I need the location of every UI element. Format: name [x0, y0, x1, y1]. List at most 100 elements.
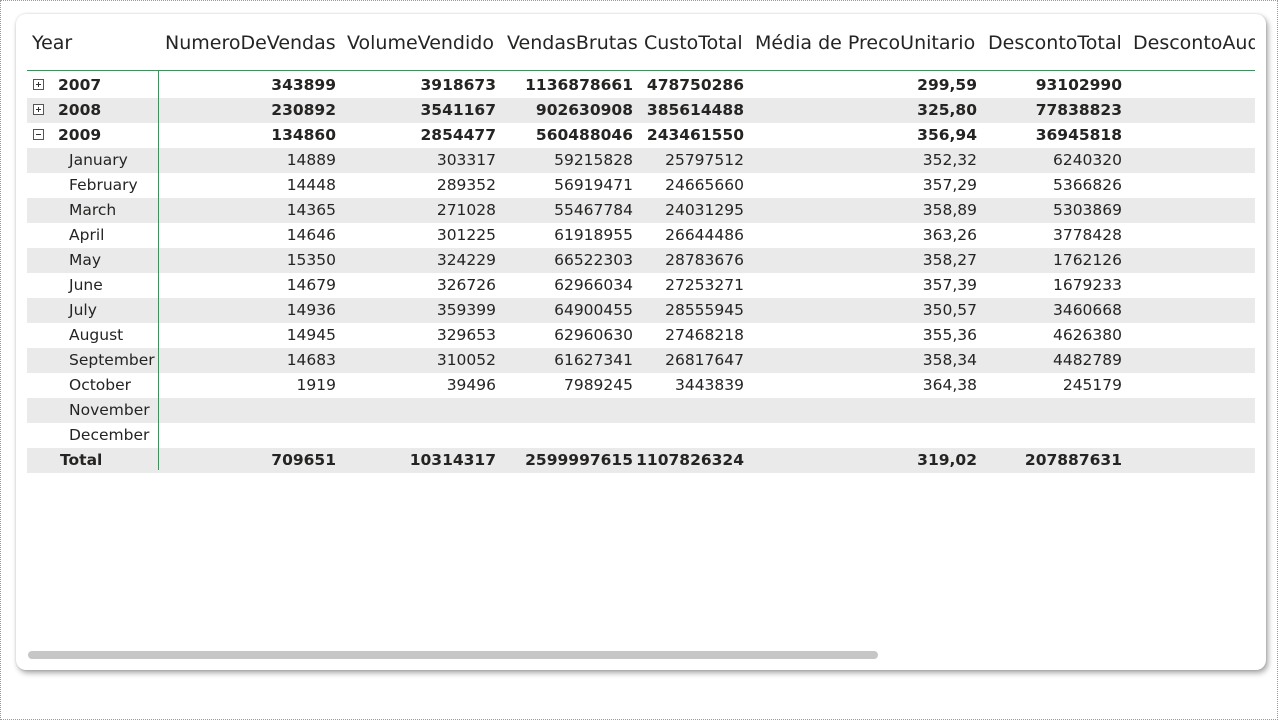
cell-volume: 271028 — [436, 201, 496, 219]
row-label: 2007 — [58, 76, 102, 94]
month-row: March 14365 271028 55467784 24031295 358,89 53… — [27, 198, 1255, 223]
cell-volume: 10314317 — [409, 451, 496, 469]
cell-brutas: 56919471 — [554, 176, 633, 194]
month-row: December — [27, 423, 1255, 448]
total-row: Total 709651 10314317 2599997615 1107826324 3… — [27, 448, 1255, 473]
cell-numero: 709651 — [271, 451, 336, 469]
cell-desconto: 4626380 — [1052, 326, 1122, 344]
cell-desconto: 36945818 — [1035, 126, 1122, 144]
cell-media: 325,80 — [917, 101, 977, 119]
month-row: October 1919 39496 7989245 3443839 364,38 2451… — [27, 373, 1255, 398]
expand-icon[interactable] — [33, 104, 44, 115]
collapse-icon[interactable] — [33, 129, 44, 140]
row-label: August — [69, 326, 124, 344]
cell-brutas: 62966034 — [554, 276, 633, 294]
cell-numero: 14936 — [286, 301, 336, 319]
cell-numero: 14679 — [286, 276, 336, 294]
cell-media: 358,27 — [922, 251, 977, 269]
cell-numero: 14889 — [286, 151, 336, 169]
cell-media: 357,29 — [922, 176, 977, 194]
row-label: November — [69, 401, 150, 419]
matrix-visual[interactable]: Year NumeroDeVendas VolumeVendido Vendas… — [16, 14, 1266, 670]
header-year[interactable]: Year — [32, 32, 73, 54]
month-row: April 14646 301225 61918955 26644486 363,26 37… — [27, 223, 1255, 248]
cell-volume: 2854477 — [420, 126, 497, 144]
cell-custo: 25797512 — [665, 151, 744, 169]
cell-brutas: 62960630 — [554, 326, 633, 344]
header-desconto-aud[interactable]: DescontoAud — [1133, 32, 1255, 54]
row-label: 2008 — [58, 101, 102, 119]
cell-numero: 15350 — [286, 251, 336, 269]
month-row: June 14679 326726 62966034 27253271 357,39 167… — [27, 273, 1255, 298]
header-media-preco-unitario[interactable]: Média de PrecoUnitario — [755, 32, 976, 54]
cell-desconto: 3460668 — [1052, 301, 1122, 319]
month-row: September 14683 310052 61627341 26817647 358,… — [27, 348, 1255, 373]
header-custo-total[interactable]: CustoTotal — [644, 32, 743, 54]
header-numero-de-vendas[interactable]: NumeroDeVendas — [165, 32, 336, 54]
row-label: April — [69, 226, 105, 244]
column-header-row: Year NumeroDeVendas VolumeVendido Vendas… — [27, 14, 1255, 71]
year-row: 2008 230892 3541167 902630908 385614488 325,8… — [27, 98, 1255, 123]
cell-brutas: 1136878661 — [525, 76, 633, 94]
cell-custo: 26817647 — [665, 351, 744, 369]
expand-icon[interactable] — [33, 79, 44, 90]
cell-desconto: 1762126 — [1052, 251, 1122, 269]
cell-custo: 27253271 — [665, 276, 744, 294]
cell-desconto: 4482789 — [1052, 351, 1122, 369]
cell-media: 357,39 — [922, 276, 977, 294]
cell-custo: 28783676 — [665, 251, 744, 269]
month-row: August 14945 329653 62960630 27468218 355,36 4… — [27, 323, 1255, 348]
year-row: 2009 134860 2854477 560488046 243461550 356,9… — [27, 123, 1255, 148]
row-label: December — [69, 426, 150, 444]
cell-custo: 1107826324 — [636, 451, 744, 469]
month-row: July 14936 359399 64900455 28555945 350,57 346… — [27, 298, 1255, 323]
cell-numero: 14448 — [286, 176, 336, 194]
cell-volume: 3541167 — [420, 101, 497, 119]
cell-brutas: 902630908 — [535, 101, 633, 119]
cell-custo: 28555945 — [665, 301, 744, 319]
cell-numero: 14945 — [286, 326, 336, 344]
cell-numero: 1919 — [296, 376, 336, 394]
row-label: October — [69, 376, 132, 394]
row-label: Total — [60, 451, 103, 469]
cell-desconto: 77838823 — [1035, 101, 1122, 119]
cell-brutas: 64900455 — [554, 301, 633, 319]
month-row: February 14448 289352 56919471 24665660 357,2… — [27, 173, 1255, 198]
cell-brutas: 59215828 — [554, 151, 633, 169]
month-row: November — [27, 398, 1255, 423]
row-label: May — [69, 251, 102, 269]
cell-volume: 301225 — [436, 226, 496, 244]
cell-numero: 14646 — [286, 226, 336, 244]
cell-media: 352,32 — [922, 151, 977, 169]
cell-volume: 303317 — [436, 151, 496, 169]
header-desconto-total[interactable]: DescontoTotal — [988, 32, 1122, 54]
cell-volume: 359399 — [436, 301, 496, 319]
cell-media: 363,26 — [922, 226, 977, 244]
cell-desconto: 5303869 — [1052, 201, 1122, 219]
cell-brutas: 61627341 — [554, 351, 633, 369]
cell-media: 299,59 — [917, 76, 977, 94]
header-volume-vendido[interactable]: VolumeVendido — [347, 32, 494, 54]
cell-custo: 3443839 — [674, 376, 744, 394]
cell-desconto: 1679233 — [1052, 276, 1122, 294]
cell-custo: 24665660 — [665, 176, 744, 194]
cell-media: 355,36 — [922, 326, 977, 344]
cell-media: 356,94 — [917, 126, 977, 144]
row-label: September — [69, 351, 155, 369]
cell-volume: 326726 — [436, 276, 496, 294]
cell-volume: 324229 — [436, 251, 496, 269]
cell-desconto: 5366826 — [1052, 176, 1122, 194]
cell-numero: 343899 — [271, 76, 336, 94]
cell-volume: 39496 — [446, 376, 496, 394]
cell-media: 358,89 — [922, 201, 977, 219]
cell-volume: 289352 — [436, 176, 496, 194]
horizontal-scrollbar[interactable] — [28, 651, 878, 659]
month-row: May 15350 324229 66522303 28783676 358,27 1762… — [27, 248, 1255, 273]
cell-numero: 14683 — [286, 351, 336, 369]
cell-custo: 27468218 — [665, 326, 744, 344]
cell-desconto: 93102990 — [1035, 76, 1122, 94]
cell-custo: 385614488 — [646, 101, 744, 119]
header-vendas-brutas[interactable]: VendasBrutas — [507, 32, 638, 54]
cell-media: 364,38 — [922, 376, 977, 394]
row-label: January — [69, 151, 128, 169]
